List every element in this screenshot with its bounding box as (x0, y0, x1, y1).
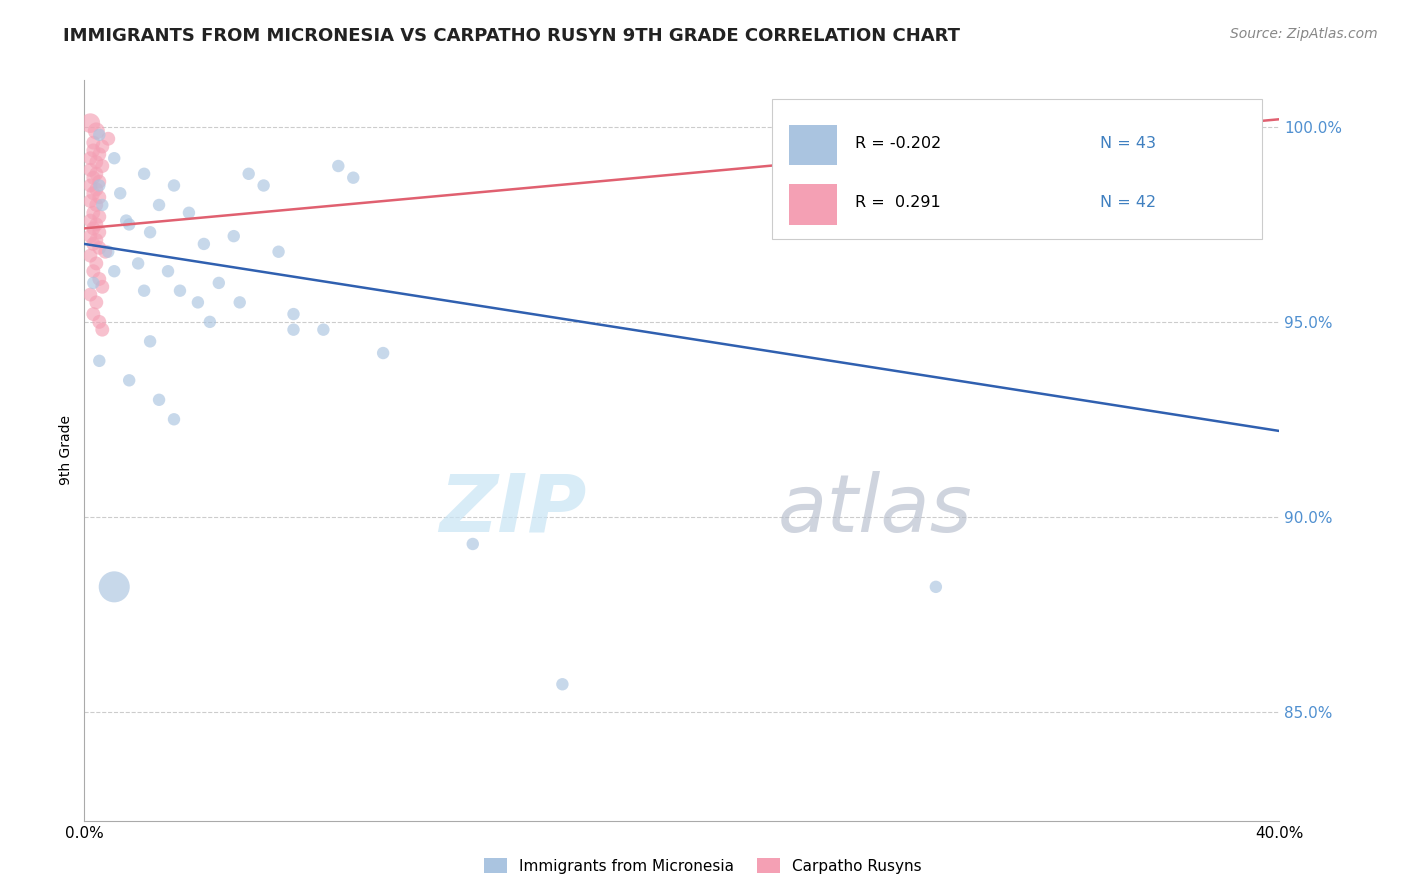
Point (228, 295, 252, 310)
Point (169, 284, 191, 298)
Point (82, 264, 104, 278)
Point (86, 256, 108, 270)
Point (89, 241, 111, 255)
Point (79, 249, 101, 263)
Point (103, 580, 125, 594)
Point (79, 213, 101, 227)
Point (89, 178, 111, 193)
Point (118, 373, 141, 387)
Point (103, 151, 125, 165)
Point (373, 346, 395, 360)
Y-axis label: 9th Grade: 9th Grade (59, 416, 73, 485)
Point (79, 162, 101, 177)
Point (94, 244, 117, 259)
Point (328, 159, 350, 173)
Point (79, 194, 101, 208)
Point (82, 221, 104, 235)
Point (132, 167, 156, 181)
Point (82, 276, 104, 290)
Text: ZIP: ZIP (439, 471, 586, 549)
Point (86, 233, 108, 247)
Point (198, 315, 221, 329)
Point (148, 198, 170, 212)
Point (157, 264, 180, 278)
Point (82, 144, 104, 158)
Point (461, 537, 484, 551)
Point (187, 295, 209, 310)
Point (86, 198, 108, 212)
Point (89, 210, 111, 224)
Point (79, 116, 101, 130)
Point (253, 178, 276, 193)
Point (163, 412, 186, 426)
Point (177, 206, 200, 220)
Point (82, 136, 104, 150)
Point (127, 256, 149, 270)
Point (86, 124, 108, 138)
Point (89, 225, 111, 239)
Point (82, 236, 104, 251)
Point (925, 580, 948, 594)
Text: R = -0.202: R = -0.202 (855, 136, 942, 151)
Point (89, 315, 111, 329)
Point (551, 677, 574, 691)
Point (89, 147, 111, 161)
Point (89, 175, 111, 189)
Text: atlas: atlas (778, 471, 973, 549)
Text: N = 43: N = 43 (1101, 136, 1156, 151)
Text: IMMIGRANTS FROM MICRONESIA VS CARPATHO RUSYN 9TH GRADE CORRELATION CHART: IMMIGRANTS FROM MICRONESIA VS CARPATHO R… (63, 27, 960, 45)
Point (82, 307, 104, 321)
Point (238, 167, 260, 181)
Point (91, 159, 114, 173)
Bar (790, 125, 838, 165)
Point (103, 264, 125, 278)
Point (89, 272, 111, 286)
Point (79, 287, 101, 301)
Point (79, 178, 101, 193)
FancyBboxPatch shape (772, 99, 1261, 239)
Bar (790, 184, 838, 225)
Point (89, 354, 111, 368)
Point (267, 244, 290, 259)
Point (79, 151, 101, 165)
Point (115, 213, 138, 227)
Point (208, 276, 231, 290)
Point (312, 323, 335, 337)
Point (82, 186, 104, 201)
Point (91, 198, 114, 212)
Point (82, 170, 104, 185)
Point (86, 155, 108, 169)
Point (91, 139, 114, 153)
Point (89, 190, 111, 204)
Point (148, 392, 170, 407)
Point (342, 170, 364, 185)
Point (139, 225, 162, 239)
Point (193, 236, 215, 251)
Point (89, 128, 111, 142)
Point (283, 323, 305, 337)
Text: Source: ZipAtlas.com: Source: ZipAtlas.com (1230, 27, 1378, 41)
Point (222, 229, 245, 244)
Point (97, 244, 120, 259)
Point (118, 218, 141, 232)
Point (132, 284, 156, 298)
Point (91, 323, 114, 337)
Point (86, 295, 108, 310)
Point (283, 307, 305, 321)
Point (91, 280, 114, 294)
Text: R =  0.291: R = 0.291 (855, 195, 941, 210)
Point (82, 206, 104, 220)
Point (97, 132, 120, 146)
Point (139, 334, 162, 349)
Point (110, 186, 132, 201)
Text: N = 42: N = 42 (1101, 195, 1156, 210)
Legend: Immigrants from Micronesia, Carpatho Rusyns: Immigrants from Micronesia, Carpatho Rus… (478, 852, 928, 880)
Point (163, 178, 186, 193)
Point (86, 167, 108, 181)
Point (86, 182, 108, 196)
Point (1178, 124, 1201, 138)
Point (79, 229, 101, 244)
Point (86, 218, 108, 232)
